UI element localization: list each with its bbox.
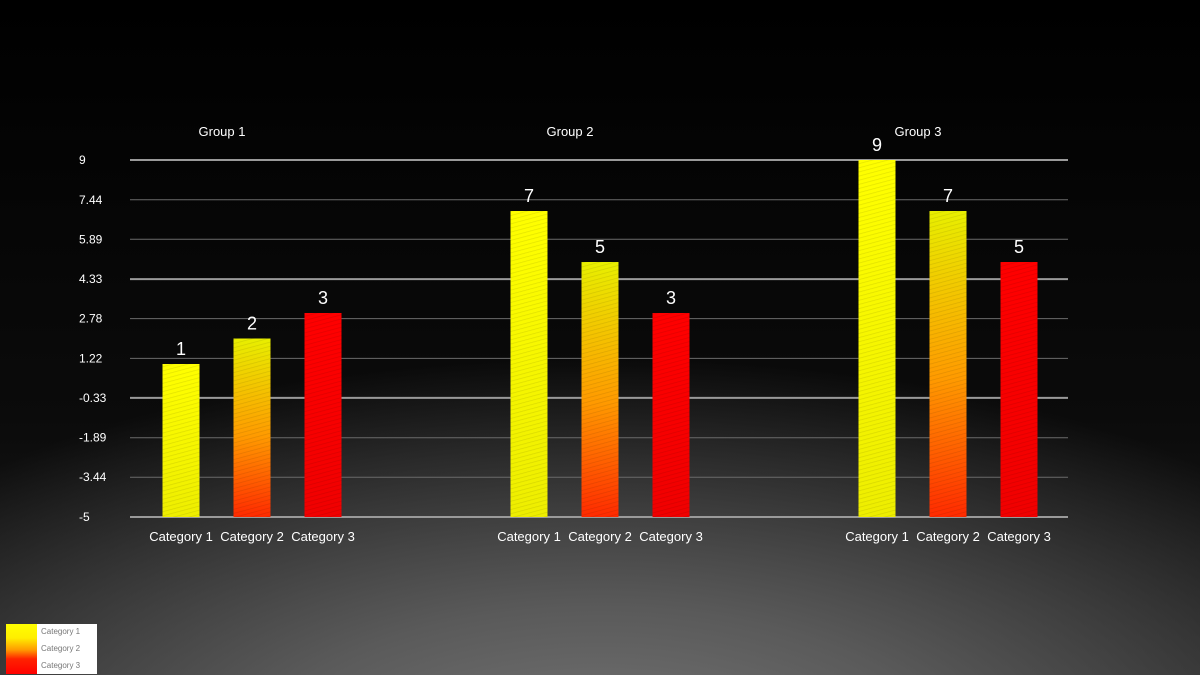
category-label: Category 1 [149,529,213,544]
category-label: Category 3 [291,529,355,544]
legend: Category 1 Category 2 Category 3 [6,624,97,674]
y-tick-label: 7.44 [79,193,103,207]
data-label: 3 [666,288,676,308]
data-label: 9 [872,135,882,155]
data-label: 1 [176,339,186,359]
group-label: Group 2 [547,124,594,139]
bar-texture [233,338,271,517]
category-label: Category 3 [639,529,703,544]
bar-texture [510,211,548,517]
group-labels: Group 1 Group 2 Group 3 [199,124,942,139]
y-tick-label: -5 [79,510,90,524]
legend-item-category-2: Category 2 [41,643,81,653]
y-tick-label: 4.33 [79,272,103,286]
legend-item-category-1: Category 1 [41,627,81,637]
y-tick-label: -3.44 [79,470,107,484]
y-axis-ticks: -5 -3.44 -1.89 -0.33 1.22 2.78 4.33 5.89 7.44 9 [79,153,107,524]
group-label: Group 1 [199,124,246,139]
data-label: 5 [595,237,605,257]
data-labels: 1 2 3 7 5 3 9 7 5 [176,135,1024,359]
data-label: 3 [318,288,328,308]
data-label: 2 [247,314,257,334]
data-label: 7 [524,186,534,206]
data-label: 7 [943,186,953,206]
data-label: 5 [1014,237,1024,257]
y-tick-label: 5.89 [79,232,103,246]
bar-texture [858,160,896,517]
category-label: Category 1 [845,529,909,544]
bar-texture [581,262,619,517]
y-tick-label: 1.22 [79,351,103,365]
category-label: Category 2 [220,529,284,544]
bar-texture [929,211,967,517]
legend-swatch [6,624,37,674]
legend-item-category-3: Category 3 [41,660,81,670]
bar-texture [162,364,200,517]
bar-texture [304,313,342,517]
y-tick-label: 9 [79,153,86,167]
group-label: Group 3 [895,124,942,139]
y-tick-label: -1.89 [79,431,107,445]
bar-texture [1000,262,1038,517]
category-label: Category 2 [568,529,632,544]
bar-texture [652,313,690,517]
y-tick-label: -0.33 [79,391,107,405]
category-label: Category 1 [497,529,561,544]
category-label: Category 3 [987,529,1051,544]
category-labels: Category 1 Category 2 Category 3 Category 1… [149,529,1051,544]
category-label: Category 2 [916,529,980,544]
y-tick-label: 2.78 [79,312,103,326]
bars [162,160,1038,517]
legend-items: Category 1 Category 2 Category 3 [37,624,80,674]
